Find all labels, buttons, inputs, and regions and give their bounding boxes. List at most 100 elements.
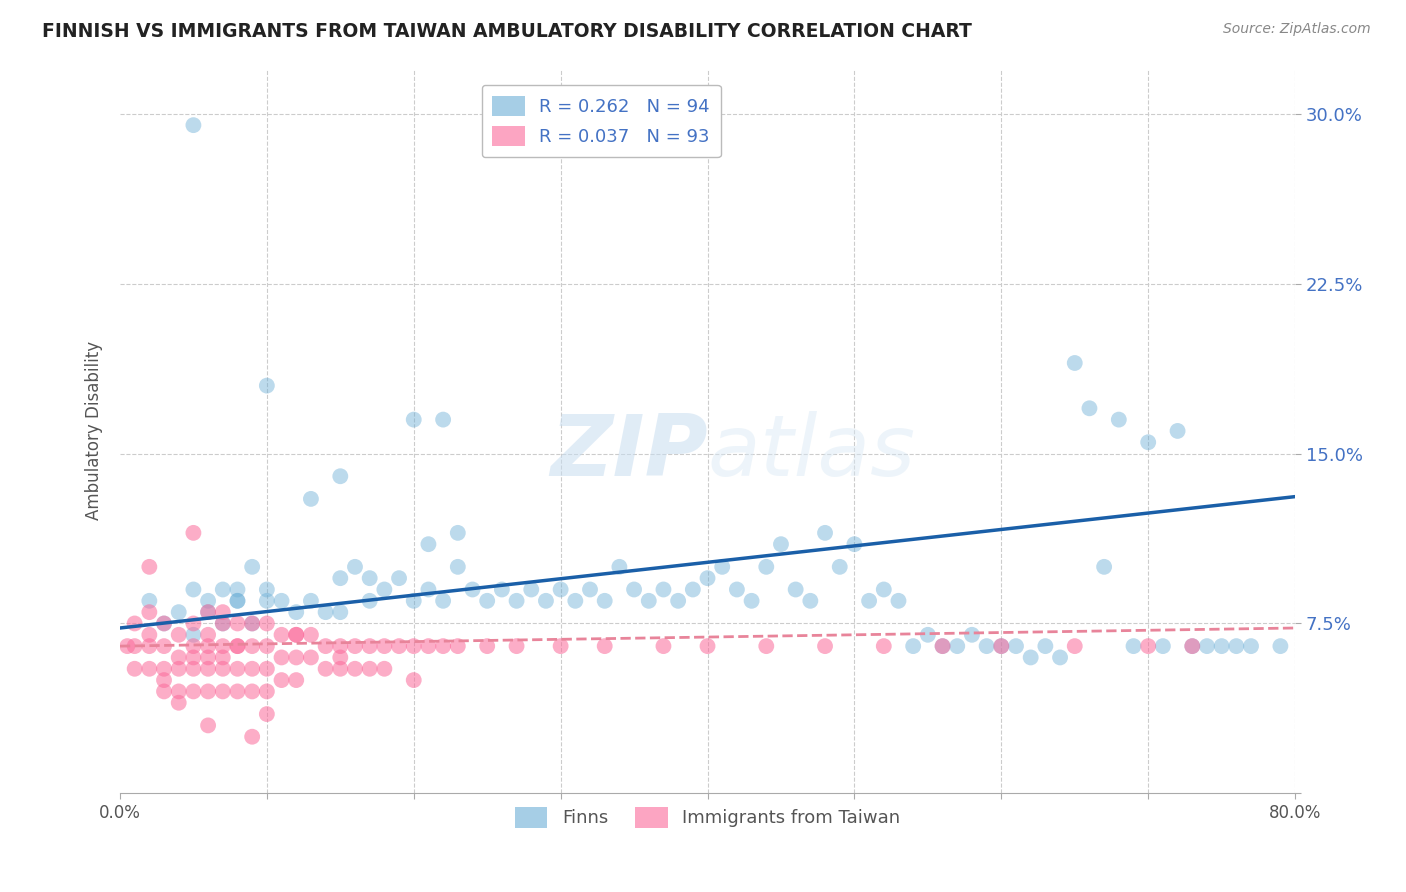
Point xyxy=(124,639,146,653)
Point xyxy=(564,594,586,608)
Point xyxy=(138,594,160,608)
Point xyxy=(388,639,411,653)
Point xyxy=(197,594,219,608)
Point xyxy=(477,594,499,608)
Point xyxy=(696,639,718,653)
Point xyxy=(153,662,176,676)
Point xyxy=(373,639,395,653)
Point xyxy=(418,582,440,597)
Point xyxy=(256,378,278,392)
Point xyxy=(270,673,292,687)
Point xyxy=(256,594,278,608)
Point xyxy=(623,582,645,597)
Point xyxy=(329,650,352,665)
Point xyxy=(329,605,352,619)
Point xyxy=(1211,639,1233,653)
Point xyxy=(844,537,866,551)
Point xyxy=(402,639,425,653)
Point xyxy=(373,582,395,597)
Point xyxy=(505,639,527,653)
Point xyxy=(211,616,233,631)
Point xyxy=(373,662,395,676)
Point xyxy=(299,650,322,665)
Point xyxy=(990,639,1012,653)
Point xyxy=(418,639,440,653)
Point xyxy=(167,696,190,710)
Point xyxy=(1137,435,1160,450)
Point xyxy=(1137,639,1160,653)
Point xyxy=(359,639,381,653)
Point xyxy=(432,594,454,608)
Point xyxy=(990,639,1012,653)
Point xyxy=(256,684,278,698)
Point xyxy=(183,639,205,653)
Point xyxy=(153,673,176,687)
Point xyxy=(550,639,572,653)
Point xyxy=(285,673,308,687)
Point xyxy=(696,571,718,585)
Point xyxy=(1152,639,1174,653)
Point xyxy=(1181,639,1204,653)
Point xyxy=(755,559,778,574)
Point xyxy=(593,594,616,608)
Point xyxy=(329,469,352,483)
Point xyxy=(1063,639,1085,653)
Point xyxy=(315,662,337,676)
Point xyxy=(858,594,880,608)
Point xyxy=(256,662,278,676)
Point xyxy=(270,628,292,642)
Point xyxy=(609,559,631,574)
Point xyxy=(1092,559,1115,574)
Point xyxy=(240,639,263,653)
Point xyxy=(167,605,190,619)
Point xyxy=(652,639,675,653)
Point xyxy=(285,650,308,665)
Point xyxy=(359,571,381,585)
Text: FINNISH VS IMMIGRANTS FROM TAIWAN AMBULATORY DISABILITY CORRELATION CHART: FINNISH VS IMMIGRANTS FROM TAIWAN AMBULA… xyxy=(42,22,972,41)
Point xyxy=(593,639,616,653)
Point xyxy=(211,616,233,631)
Point xyxy=(873,639,896,653)
Point xyxy=(153,616,176,631)
Point xyxy=(917,628,939,642)
Point xyxy=(447,639,470,653)
Point xyxy=(901,639,924,653)
Point xyxy=(197,639,219,653)
Point xyxy=(138,559,160,574)
Point xyxy=(388,571,411,585)
Point xyxy=(256,639,278,653)
Point xyxy=(138,628,160,642)
Point xyxy=(432,639,454,653)
Point xyxy=(741,594,763,608)
Point xyxy=(124,616,146,631)
Point xyxy=(329,639,352,653)
Point xyxy=(211,650,233,665)
Y-axis label: Ambulatory Disability: Ambulatory Disability xyxy=(86,342,103,521)
Point xyxy=(167,650,190,665)
Point xyxy=(124,662,146,676)
Point xyxy=(240,662,263,676)
Point xyxy=(153,616,176,631)
Point xyxy=(226,684,249,698)
Point xyxy=(183,616,205,631)
Point xyxy=(285,628,308,642)
Point xyxy=(138,639,160,653)
Point xyxy=(402,673,425,687)
Point xyxy=(211,605,233,619)
Point xyxy=(197,718,219,732)
Point xyxy=(183,525,205,540)
Point xyxy=(814,525,837,540)
Point xyxy=(183,628,205,642)
Point xyxy=(197,650,219,665)
Point xyxy=(270,650,292,665)
Point xyxy=(329,571,352,585)
Point xyxy=(197,605,219,619)
Point xyxy=(211,639,233,653)
Point xyxy=(402,594,425,608)
Point xyxy=(520,582,543,597)
Point xyxy=(226,662,249,676)
Text: Source: ZipAtlas.com: Source: ZipAtlas.com xyxy=(1223,22,1371,37)
Point xyxy=(447,559,470,574)
Point xyxy=(1019,650,1042,665)
Point xyxy=(887,594,910,608)
